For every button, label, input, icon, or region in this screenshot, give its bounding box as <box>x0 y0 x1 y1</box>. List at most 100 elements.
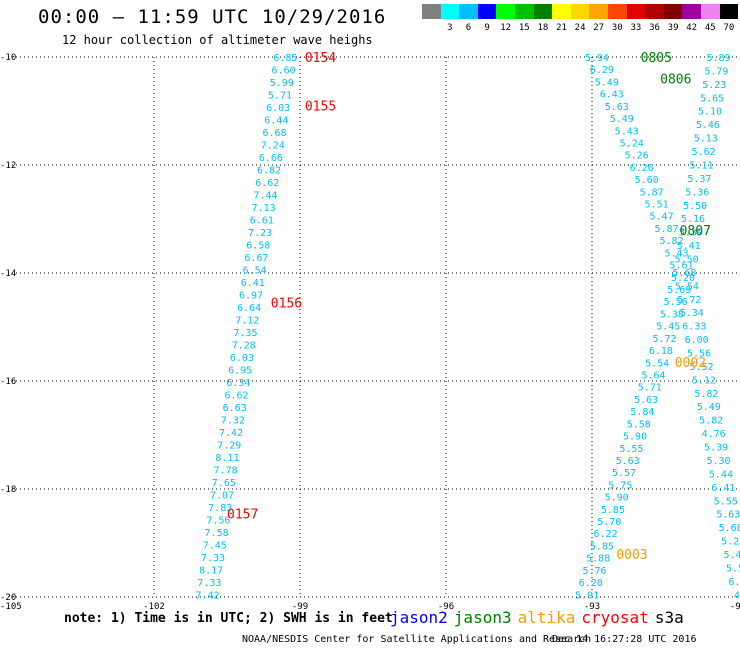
wave-height-value: 5.44 <box>709 469 733 480</box>
y-tick-label: -16 <box>0 377 16 387</box>
wave-height-value: 5.61 <box>669 261 693 272</box>
wave-height-value: 5.89 <box>706 53 730 64</box>
wave-height-value: 6.22 <box>594 529 618 540</box>
wave-height-value: 5.56 <box>664 297 688 308</box>
color-scale-label: 24 <box>574 23 586 33</box>
color-swatch <box>682 4 701 19</box>
wave-height-value: 7.78 <box>214 465 238 476</box>
wave-height-value: 5.49 <box>595 77 619 88</box>
wave-height-value: 5.85 <box>601 505 625 516</box>
wave-height-value: 6.26 <box>630 163 654 174</box>
footnote: note: 1) Time is in UTC; 2) SWH is in fe… <box>64 611 393 626</box>
color-scale-label: 30 <box>611 23 623 33</box>
legend-entry-jason3: jason3 <box>453 608 512 627</box>
wave-height-value: 5.11 <box>689 160 713 171</box>
wave-height-value: 7.33 <box>197 578 221 589</box>
page-subtitle: 12 hour collection of altimeter wave hei… <box>62 33 373 47</box>
wave-height-value: 5.24 <box>620 138 644 149</box>
wave-height-value: 5.39 <box>704 443 728 454</box>
color-swatch <box>570 4 590 19</box>
x-tick-label: -90 <box>730 602 740 612</box>
wave-height-value: 7.42 <box>219 428 243 439</box>
color-scale-label: 15 <box>518 23 530 33</box>
wave-height-value: 5.87 <box>640 187 664 198</box>
wave-height-value: 5.63 <box>634 395 658 406</box>
wave-height-value: 5.87 <box>655 224 679 235</box>
y-tick-label: -10 <box>0 53 16 63</box>
wave-height-value: 6.01 <box>728 577 740 588</box>
wave-height-value: 5.56 <box>687 349 711 360</box>
wave-height-value: 5.30 <box>706 456 730 467</box>
wave-height-value: 7.65 <box>212 478 236 489</box>
wave-height-value: 6.43 <box>600 90 624 101</box>
wave-height-value: 5.65 <box>700 93 724 104</box>
wave-height-value: 5.71 <box>638 383 662 394</box>
wave-height-value: 5.82 <box>699 416 723 427</box>
color-swatch <box>589 4 608 19</box>
wave-height-value: 6.03 <box>266 103 290 114</box>
y-tick-label: -20 <box>0 593 16 603</box>
wave-height-value: 5.50 <box>675 254 699 265</box>
wave-height-value: 7.56 <box>206 515 230 526</box>
wave-height-value: 5.49 <box>610 114 634 125</box>
color-swatch <box>496 4 515 19</box>
wave-height-value: 4.76 <box>702 429 726 440</box>
wave-height-value: 6.18 <box>649 346 673 357</box>
wave-height-value: 5.76 <box>582 566 606 577</box>
wave-height-value: 5.75 <box>608 480 632 491</box>
wave-height-value: 5.64 <box>641 370 665 381</box>
legend-entry-jason2: jason2 <box>390 608 448 627</box>
x-tick-label: -105 <box>0 602 22 612</box>
color-scale-label: 42 <box>686 23 698 33</box>
wave-height-value: 6.54 <box>243 265 267 276</box>
wave-height-value: 7.44 <box>253 190 277 201</box>
wave-height-value: 5.70 <box>597 517 621 528</box>
color-scale-label: 21 <box>556 23 567 33</box>
wave-height-value: 5.60 <box>719 523 740 534</box>
wave-height-value: 5.45 <box>656 322 680 333</box>
wave-height-value: 5.85 <box>590 541 614 552</box>
wave-height-value: 5.49 <box>697 402 721 413</box>
wave-height-value: 7.29 <box>217 440 241 451</box>
color-scale-unit: (ft) <box>738 23 740 33</box>
wave-height-value: 6.61 <box>250 215 274 226</box>
wave-height-value: 7.24 <box>261 140 285 151</box>
wave-height-value: 5.54 <box>675 281 699 292</box>
color-swatch <box>645 4 664 19</box>
wave-height-value: 6.66 <box>259 153 283 164</box>
x-tick-label: -93 <box>584 602 600 612</box>
wave-height-value: 8.11 <box>215 453 239 464</box>
wave-height-value: 5.20 <box>671 273 695 284</box>
wave-height-value: 5.43 <box>664 248 688 259</box>
time-label: 0157 <box>227 507 258 522</box>
color-swatch <box>552 4 571 19</box>
color-scale-label: 12 <box>500 23 512 33</box>
color-swatch <box>440 4 460 19</box>
track-layer: 6.856.605.995.716.036.446.687.246.666.82… <box>195 51 740 601</box>
wave-height-value: 5.91 <box>575 590 599 601</box>
wave-height-value: 7.07 <box>210 490 234 501</box>
wave-height-value: 6.64 <box>237 303 261 314</box>
time-label: 0156 <box>271 297 302 312</box>
wave-height-value: 5.55 <box>619 444 643 455</box>
color-scale-label: 45 <box>704 23 716 33</box>
wave-height-value: 5.41 <box>677 241 701 252</box>
time-label: 0805 <box>641 51 672 66</box>
wave-height-value: 5.38 <box>660 309 684 320</box>
wave-height-value: 6.62 <box>224 390 248 401</box>
wave-height-value: 7.83 <box>208 503 232 514</box>
color-scale-label: 36 <box>649 23 660 33</box>
wave-height-value: 7.45 <box>203 540 227 551</box>
wave-height-value: 5.34 <box>680 308 704 319</box>
wave-height-value: 7.33 <box>201 553 225 564</box>
wave-height-value: 6.62 <box>255 178 279 189</box>
color-swatch <box>477 4 497 19</box>
wave-height-value: 5.23 <box>702 80 726 91</box>
color-scale-label: 70 <box>723 23 735 33</box>
wave-height-value: 4.9 <box>734 590 740 601</box>
wave-height-value: 5.16 <box>681 214 705 225</box>
color-scale-label: 33 <box>630 23 642 33</box>
wave-height-value: 5.43 <box>615 126 639 137</box>
wave-height-value: 6.41 <box>711 483 735 494</box>
wave-height-value: 7.23 <box>248 228 272 239</box>
